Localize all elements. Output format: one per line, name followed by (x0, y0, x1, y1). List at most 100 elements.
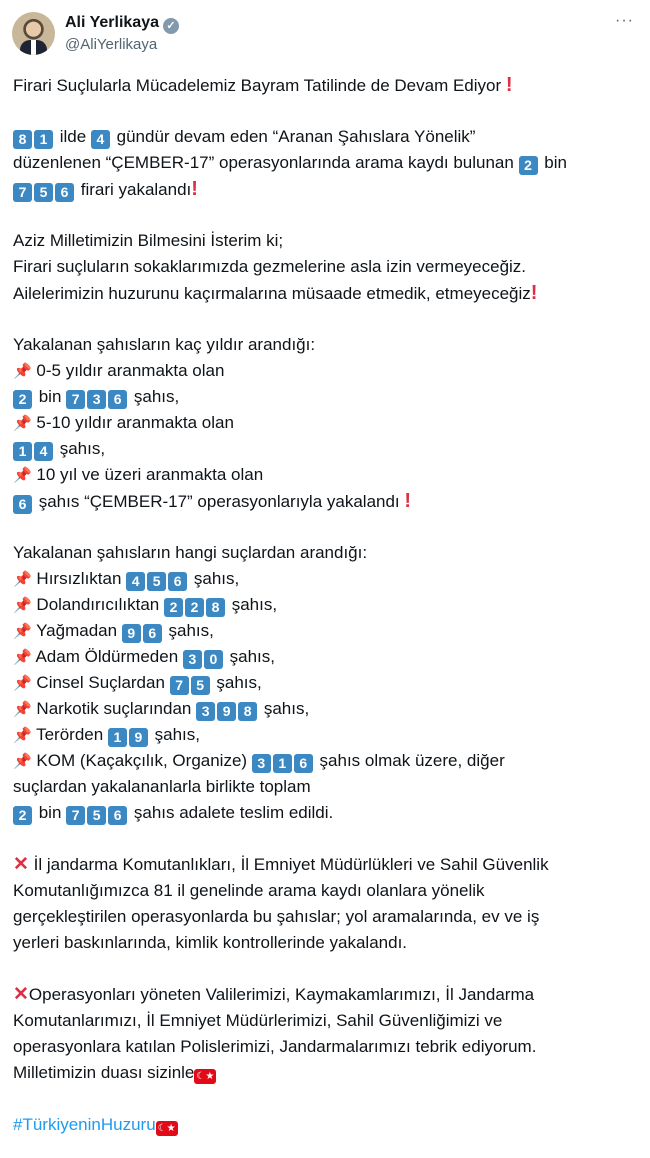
pushpin-icon: 📌 (13, 363, 32, 380)
text-segment: Komutanlarımızı, İl Emniyet Müdürlerimiz… (13, 1011, 503, 1030)
keycap-digit-icon: 2 (13, 806, 32, 825)
text-segment: düzenlenen “ÇEMBER-17” operasyonlarında … (13, 153, 519, 172)
keycap-digit-icon: 3 (251, 754, 271, 773)
author-name[interactable]: Ali Yerlikaya ✓ (65, 14, 179, 34)
paragraph-gap (13, 826, 567, 852)
keycap-digit-icon: 8 (238, 702, 258, 721)
text-line: Firari Suçlularla Mücadelemiz Bayram Tat… (13, 72, 567, 98)
text-segment: suçlardan yakalananlarla birlikte toplam (13, 777, 311, 796)
text-segment: Firari suçluların sokaklarımızda gezmele… (13, 257, 527, 276)
cross-mark-icon: ✕ (13, 984, 29, 1005)
keycap-digit-icon: 7 (169, 676, 189, 695)
exclamation-icon: ! (191, 178, 198, 200)
text-line: 📌 5-10 yıldır aranmakta olan (13, 410, 567, 436)
text-line: yerleri baskınlarında, kimlik kontroller… (13, 930, 567, 956)
avatar[interactable] (12, 12, 55, 55)
author-handle[interactable]: @AliYerlikaya (65, 36, 158, 53)
text-segment: Milletimizin duası sizinle (13, 1063, 195, 1082)
hashtag-link[interactable]: #TürkiyeninHuzuru (13, 1115, 156, 1134)
text-segment: bin (539, 153, 567, 172)
keycap-digit-icon: 3 (87, 390, 107, 409)
keycap-digit-icon: 6 (293, 754, 313, 773)
keycap-digit-icon: 1 (34, 130, 53, 149)
pushpin-icon: 📌 (13, 675, 32, 692)
text-segment: Terörden (31, 725, 108, 744)
text-segment: şahıs, (189, 569, 240, 588)
text-segment: şahıs adalete teslim edildi. (129, 803, 334, 822)
text-line: 6 şahıs “ÇEMBER-17” operasyonlarıyla yak… (13, 488, 567, 514)
tweet-text: Firari Suçlularla Mücadelemiz Bayram Tat… (13, 72, 567, 1138)
ellipsis-icon[interactable]: ··· (615, 12, 634, 29)
keycap-number: 2 (13, 387, 34, 409)
keycap-digit-icon: 7 (66, 806, 86, 825)
pushpin-icon: 📌 (13, 649, 32, 666)
text-line: suçlardan yakalananlarla birlikte toplam (13, 774, 567, 800)
text-segment: yerleri baskınlarında, kimlik kontroller… (13, 933, 408, 952)
keycap-digit-icon: 6 (55, 183, 74, 202)
text-segment: İl jandarma Komutanlıkları, İl Emniyet M… (28, 855, 549, 874)
pushpin-icon: 📌 (13, 467, 32, 484)
keycap-digit-icon: 6 (108, 806, 128, 825)
keycap-number: 4 (90, 127, 112, 149)
keycap-digit-icon: 2 (163, 598, 183, 617)
paragraph-gap (13, 1086, 567, 1112)
keycap-digit-icon: 6 (168, 572, 188, 591)
paragraph-gap (13, 202, 567, 228)
pushpin-icon: 📌 (13, 571, 32, 588)
pushpin-icon: 📌 (13, 753, 32, 770)
keycap-digit-icon: 8 (13, 130, 32, 149)
text-segment: bin (34, 803, 67, 822)
text-segment: Aziz Milletimizin Bilmesini İsterim ki; (13, 231, 284, 250)
keycap-digit-icon: 3 (196, 702, 216, 721)
keycap-digit-icon: 6 (142, 624, 162, 643)
keycap-digit-icon: 4 (90, 130, 110, 149)
text-segment: 10 yıl ve üzeri aranmakta olan (31, 465, 264, 484)
text-segment: ilde (55, 127, 91, 146)
exclamation-icon: ! (505, 74, 513, 96)
keycap-digit-icon: 9 (128, 728, 148, 747)
text-segment: Yakalanan şahısların kaç yıldır arandığı… (13, 335, 316, 354)
text-segment: şahıs, (163, 621, 214, 640)
keycap-digit-icon: 9 (121, 624, 141, 643)
text-line: 📌 10 yıl ve üzeri aranmakta olan (13, 462, 567, 488)
text-segment: şahıs “ÇEMBER-17” operasyonlarıyla yakal… (34, 492, 405, 511)
keycap-digit-icon: 8 (205, 598, 225, 617)
keycap-digit-icon: 7 (13, 183, 32, 202)
keycap-digit-icon: 2 (518, 156, 538, 175)
exclamation-icon: ! (530, 282, 538, 304)
text-segment: şahıs, (211, 673, 262, 692)
pushpin-icon: 📌 (13, 415, 32, 432)
text-line: Milletimizin duası sizinle ☾★ (13, 1060, 567, 1086)
text-segment: şahıs olmak üzere, diğer (314, 751, 505, 770)
keycap-digit-icon: 4 (126, 572, 146, 591)
pushpin-icon: 📌 (13, 597, 32, 614)
text-segment: Yağmadan (31, 621, 122, 640)
text-segment: gündür devam eden “Aranan Şahıslara Yöne… (111, 127, 476, 146)
text-segment: Firari Suçlularla Mücadelemiz Bayram Tat… (13, 76, 506, 95)
keycap-digit-icon: 1 (272, 754, 292, 773)
text-line: ✕Operasyonları yöneten Valilerimizi, Kay… (13, 982, 567, 1008)
keycap-digit-icon: 4 (34, 442, 53, 461)
text-segment: şahıs, (224, 647, 275, 666)
keycap-number: 2 (13, 803, 34, 825)
text-segment: Hırsızlıktan (31, 569, 127, 588)
pushpin-icon: 📌 (13, 623, 32, 640)
